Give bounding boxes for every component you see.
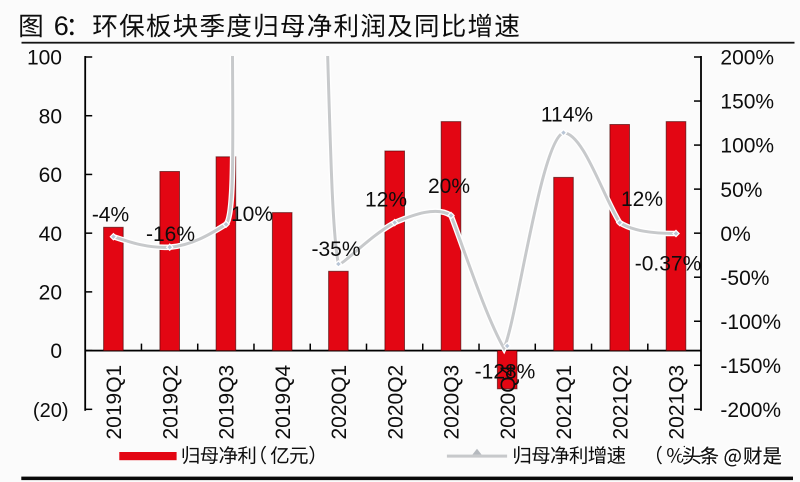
svg-text:0: 0 [50,340,62,363]
svg-text:2020Q2: 2020Q2 [384,365,407,440]
svg-text:-4%: -4% [92,204,129,227]
svg-text:2020Q3: 2020Q3 [441,365,464,440]
svg-text:12%: 12% [621,188,663,211]
svg-text:0%: 0% [720,223,750,246]
svg-text:6: 6 [54,11,69,41]
svg-text:(20): (20) [33,400,69,422]
svg-text:150%: 150% [720,91,774,114]
svg-text:-50%: -50% [720,267,769,290]
svg-text:20: 20 [39,282,62,305]
svg-text:114%: 114% [541,104,593,127]
svg-text:-0.37%: -0.37% [635,253,702,276]
svg-text:50%: 50% [720,179,762,202]
svg-text:100: 100 [27,47,62,70]
svg-text:2019Q1: 2019Q1 [103,365,126,440]
svg-text:100%: 100% [720,135,774,158]
svg-text:2019Q3: 2019Q3 [216,365,239,440]
svg-text:2019Q4: 2019Q4 [272,364,295,439]
svg-text:40: 40 [39,223,62,246]
svg-text:2020Q1: 2020Q1 [328,365,351,440]
svg-text:2021Q3: 2021Q3 [666,365,689,440]
svg-text:-100%: -100% [720,311,781,334]
svg-text:2019Q2: 2019Q2 [159,365,182,440]
svg-text:-150%: -150% [720,355,781,378]
svg-text:20%: 20% [428,175,470,198]
svg-text:80: 80 [39,105,62,128]
svg-text:2021Q1: 2021Q1 [553,365,576,440]
svg-text:-200%: -200% [720,399,781,422]
svg-text:2021Q2: 2021Q2 [609,365,632,440]
svg-text:200%: 200% [720,47,774,70]
svg-text:2020Q4: 2020Q4 [497,364,520,439]
svg-text:-35%: -35% [311,238,360,261]
svg-text:-128%: -128% [475,361,536,384]
svg-text:10%: 10% [231,203,273,226]
svg-text:60: 60 [39,164,62,187]
svg-text:12%: 12% [365,189,407,212]
svg-text:-16%: -16% [146,223,195,246]
